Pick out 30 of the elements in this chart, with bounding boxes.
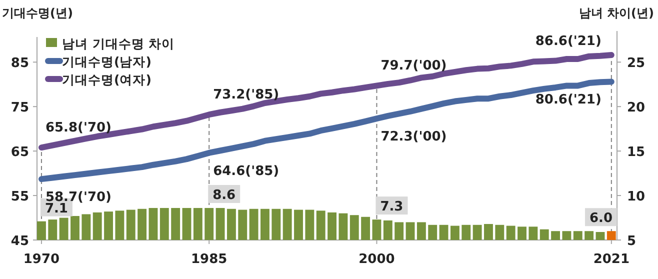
x-tick-label: 1985 (191, 252, 228, 267)
x-tick-label: 1970 (23, 252, 60, 267)
data-label: 6.0 (589, 211, 613, 226)
annotation: 79.7('00) (380, 58, 447, 74)
data-label: 8.6 (212, 188, 236, 203)
annotation: 86.6('21) (535, 34, 602, 50)
y2-tick-label: 20 (627, 100, 646, 116)
annotation: 64.6('85) (213, 164, 280, 179)
data-label: 7.3 (380, 200, 404, 215)
x-tick-label: 2000 (358, 252, 395, 267)
y-tick-label: 75 (10, 100, 29, 116)
y-axis-title: 기대수명(년) (2, 6, 73, 20)
y2-tick-label: 15 (627, 145, 646, 160)
x-tick-label: 2021 (593, 252, 630, 267)
y-tick-label: 65 (10, 145, 29, 160)
annotation: 65.8('70) (45, 120, 112, 136)
data-label: 7.1 (44, 201, 68, 216)
y2-tick-label: 25 (627, 56, 646, 72)
legend-label: 기대수명(남자) (62, 54, 152, 69)
legend-label: 남녀 기대수명 차이 (62, 36, 175, 51)
y2-axis-title: 남녀 차이(년) (578, 6, 654, 20)
y2-tick-label: 10 (627, 190, 646, 205)
annotation: 80.6('21) (535, 92, 602, 108)
annotation: 73.2('85) (213, 88, 280, 103)
y-tick-label: 85 (10, 56, 29, 72)
y2-tick-label: 5 (627, 234, 636, 249)
legend-label: 기대수명(여자) (62, 72, 152, 87)
y-tick-label: 55 (10, 190, 29, 205)
annotation: 72.3('00) (380, 130, 447, 145)
y-tick-label: 45 (10, 234, 29, 249)
